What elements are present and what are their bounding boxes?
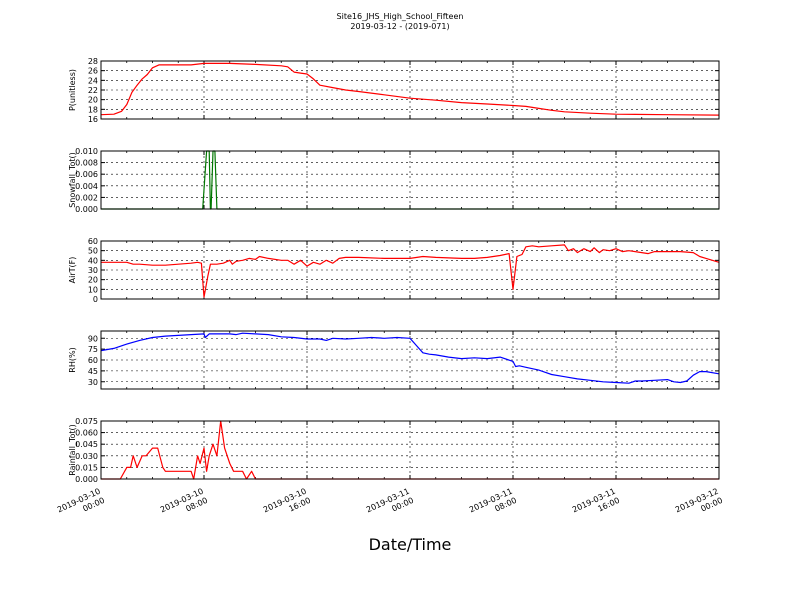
y-tick-label: 0.008 xyxy=(75,159,98,168)
y-tick-label: 30 xyxy=(88,378,98,387)
y-axis-label: RH(%) xyxy=(68,347,77,372)
y-tick-label: 60 xyxy=(88,356,98,365)
y-tick-label: 18 xyxy=(88,105,98,114)
y-tick-label: 40 xyxy=(88,256,98,265)
y-tick-label: 22 xyxy=(88,86,98,95)
y-tick-label: 20 xyxy=(88,276,98,285)
series-line-2 xyxy=(101,150,719,210)
panel-frame xyxy=(100,420,720,480)
panel-frame xyxy=(100,150,720,210)
y-tick-label: 0 xyxy=(93,295,98,304)
chart-title: Site16_JHS_High_School_Fifteen xyxy=(337,12,464,21)
y-axis-label: Snowfall_Tot() xyxy=(68,152,77,208)
y-tick-label: 50 xyxy=(88,247,98,256)
panel-frame xyxy=(100,240,720,300)
y-tick-label: 28 xyxy=(88,57,98,66)
panel-2: 0.000 0.002 0.004 0.006 0.008 0.010Snowfall_T… xyxy=(68,147,720,214)
y-tick-label: 0.000 xyxy=(75,205,98,214)
y-tick-label: 0.045 xyxy=(75,440,98,449)
y-axis-label: P(unitless) xyxy=(68,69,77,111)
y-tick-label: 26 xyxy=(88,67,98,76)
y-tick-label: 0.015 xyxy=(75,463,98,472)
series-line-5 xyxy=(101,420,719,480)
panel-frame xyxy=(100,60,720,120)
y-tick-label: 75 xyxy=(88,345,98,354)
y-tick-label: 0.006 xyxy=(75,170,98,179)
y-tick-label: 16 xyxy=(88,115,98,124)
y-tick-label: 10 xyxy=(88,285,98,294)
y-tick-label: 45 xyxy=(88,367,98,376)
y-tick-label: 0.010 xyxy=(75,147,98,156)
y-tick-label: 0.075 xyxy=(75,417,98,426)
y-tick-label: 30 xyxy=(88,266,98,275)
series-line-4 xyxy=(100,332,720,384)
panel-frame xyxy=(100,330,720,390)
y-axis-label: Rainfall_Tot() xyxy=(68,424,77,476)
series-line-1 xyxy=(100,62,720,116)
y-tick-label: 0.060 xyxy=(75,429,98,438)
y-tick-label: 20 xyxy=(88,96,98,105)
y-tick-label: 0.030 xyxy=(75,452,98,461)
y-tick-label: 90 xyxy=(88,334,98,343)
y-axis-label: AirT(F) xyxy=(68,257,77,284)
x-axis-label: Date/Time xyxy=(369,535,452,554)
panel-5: 0.000 0.015 0.030 0.045 0.060 0.075Rainfall_T… xyxy=(68,417,720,484)
y-tick-label: 0.004 xyxy=(75,182,98,191)
series-line-3 xyxy=(101,244,720,298)
chart-subtitle: 2019-03-12 - (2019-071) xyxy=(350,22,449,31)
y-tick-label: 0.000 xyxy=(75,475,98,484)
y-tick-label: 60 xyxy=(88,237,98,246)
panel-4: 30 45 60 75 90 RH(%) xyxy=(68,330,720,390)
y-tick-label: 0.002 xyxy=(75,193,98,202)
y-tick-label: 24 xyxy=(88,76,98,85)
panels: 16182022242628P(unitless)0.0000.0020.004… xyxy=(68,57,720,484)
